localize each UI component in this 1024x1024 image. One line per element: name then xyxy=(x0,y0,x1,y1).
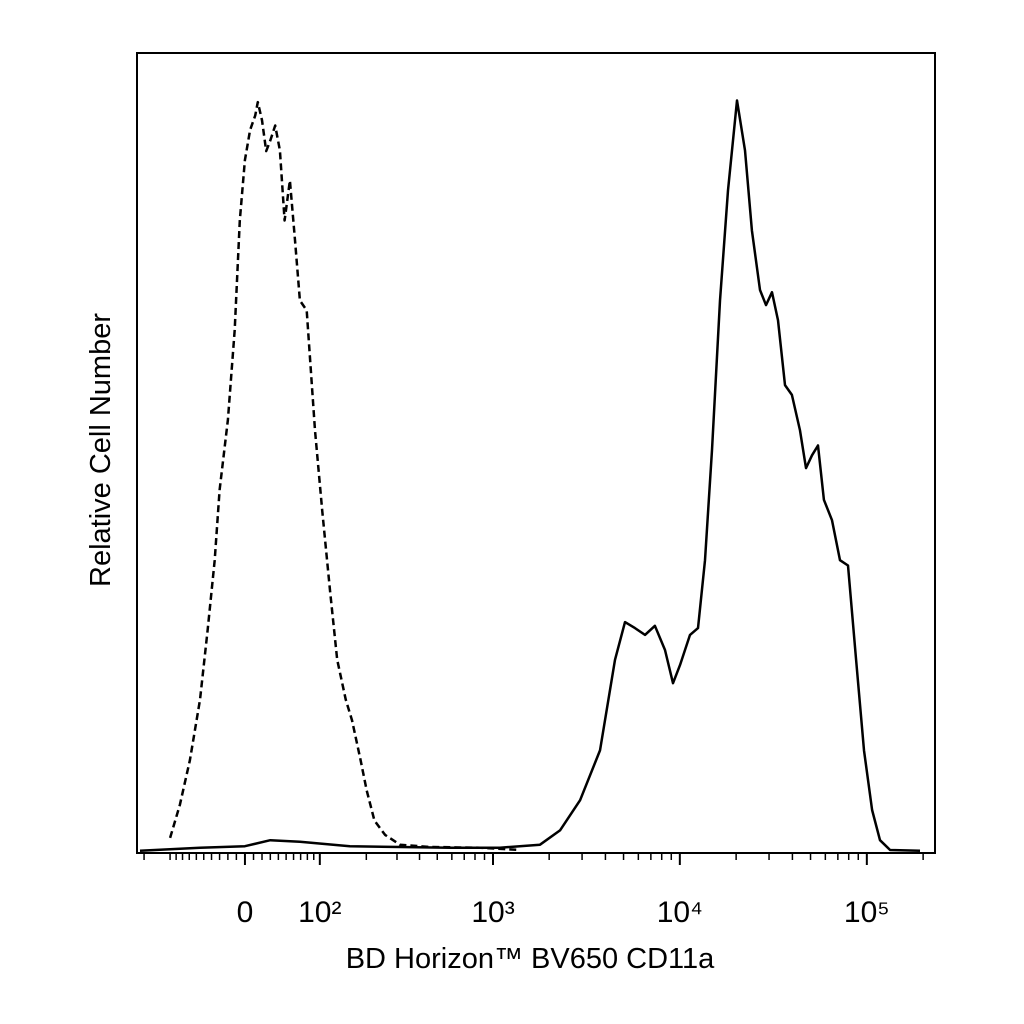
x-tick-label: 10⁵ xyxy=(844,896,890,929)
y-axis-label: Relative Cell Number xyxy=(85,313,117,587)
x-tick-label: 10³ xyxy=(471,896,514,929)
x-tick-label: 10² xyxy=(298,896,341,929)
histogram-line xyxy=(139,99,921,852)
plot-frame xyxy=(136,52,936,854)
x-tick-label: 0 xyxy=(237,896,254,929)
x-tick-label: 10⁴ xyxy=(657,896,703,929)
histogram-line xyxy=(168,100,521,852)
x-axis-label: BD Horizon™ BV650 CD11a xyxy=(346,943,715,975)
